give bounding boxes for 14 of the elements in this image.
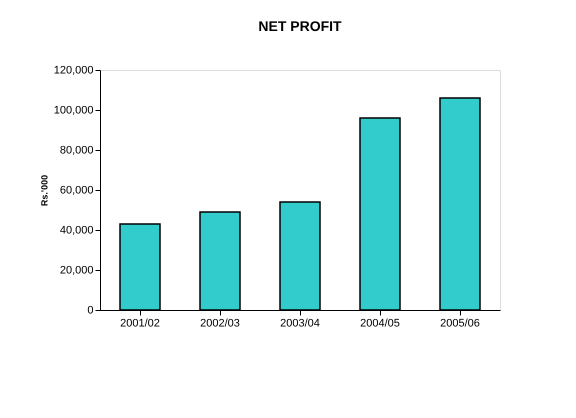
y-tick-label: 60,000 xyxy=(60,184,94,196)
chart-title: NET PROFIT xyxy=(258,18,342,34)
y-tick-label: 20,000 xyxy=(60,264,94,276)
x-tick-label: 2001/02 xyxy=(120,318,160,330)
x-tick-label: 2002/03 xyxy=(200,318,240,330)
y-tick-label: 40,000 xyxy=(60,224,94,236)
y-axis-title: Rs.'000 xyxy=(40,174,50,206)
x-tick-label: 2004/05 xyxy=(360,318,400,330)
y-tick-label: 0 xyxy=(87,304,94,316)
x-tick-label: 2005/06 xyxy=(440,318,480,330)
y-tick-label: 80,000 xyxy=(60,144,94,156)
y-tick-label: 120,000 xyxy=(54,64,94,76)
x-tick-label: 2003/04 xyxy=(280,318,320,330)
y-tick-label: 100,000 xyxy=(54,104,94,116)
